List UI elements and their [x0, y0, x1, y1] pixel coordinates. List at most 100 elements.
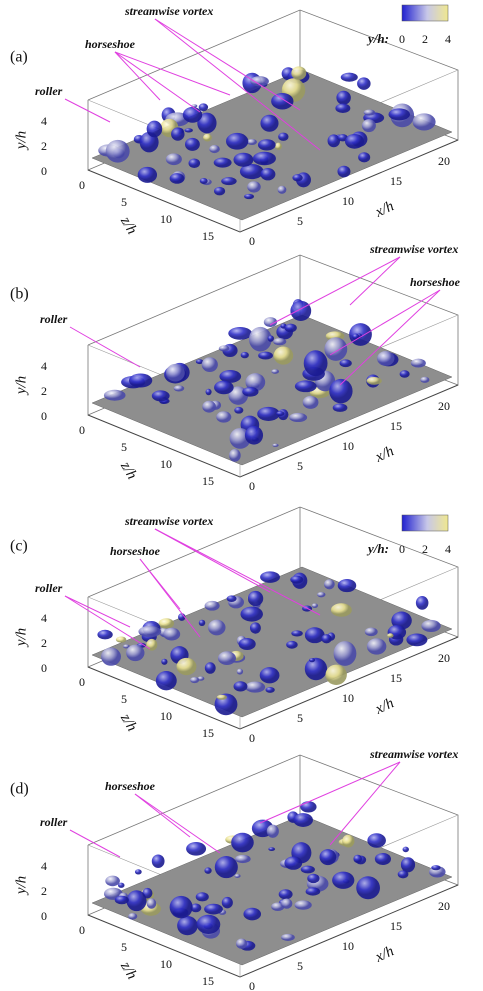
x-tick-label: 0	[249, 979, 255, 991]
vortex-blob	[286, 640, 298, 649]
vortex-blob	[240, 351, 249, 359]
annotation: horseshoe	[410, 275, 461, 289]
vortex-blob	[290, 300, 312, 321]
y-tick-label: 2	[41, 636, 47, 650]
vortex-blob	[231, 832, 254, 853]
x-tick-label: 15	[390, 174, 402, 188]
vortex-blob	[209, 145, 220, 154]
z-tick-label: 15	[202, 726, 214, 740]
vortex-blob	[204, 903, 223, 915]
leader-line	[349, 256, 401, 306]
vortex-blob	[240, 606, 263, 622]
vortex-blob	[169, 895, 193, 919]
vortex-blob	[311, 603, 319, 609]
leader-line	[114, 51, 231, 96]
vortex-blob	[229, 449, 241, 462]
x-tick-label: 20	[438, 651, 450, 665]
z-tick-label: 10	[160, 709, 172, 723]
vortex-blob	[278, 889, 293, 900]
vortex-blob	[204, 662, 216, 674]
vortex-blob	[363, 109, 376, 116]
annotation: streamwise vortex	[124, 514, 213, 528]
vortex-blob	[374, 853, 392, 865]
z-tick-label: 5	[121, 692, 127, 706]
leader-line	[139, 558, 201, 638]
vortex-blob	[114, 895, 129, 905]
vortex-blob	[277, 185, 287, 194]
x-axis-label: x/h	[372, 198, 396, 221]
vortex-blob	[201, 357, 218, 373]
vortex-blob	[188, 158, 201, 168]
vortex-blob	[327, 134, 341, 148]
annotation: horseshoe	[105, 779, 156, 793]
vortex-blob	[402, 846, 409, 853]
colorbar-tick: 0	[399, 542, 405, 556]
vortex-blob	[325, 664, 347, 685]
vortex-blob	[431, 865, 441, 871]
annotation: roller	[35, 84, 63, 98]
vortex-blob	[344, 133, 365, 149]
vortex-blob	[249, 622, 261, 634]
vortex-blob	[243, 907, 262, 921]
vortex-blob	[309, 658, 316, 663]
leader-line	[114, 51, 201, 113]
vortex-blob	[271, 902, 285, 912]
vortex-blob	[317, 591, 326, 598]
vortex-blob	[321, 634, 332, 644]
panel-label: (b)	[10, 286, 29, 303]
vortex-blob	[281, 933, 295, 941]
vortex-blob	[342, 834, 355, 848]
colorbar-label: y/h:	[366, 541, 389, 556]
vortex-blob	[244, 193, 255, 200]
panel: y/h024z/h051015x/h05101520(a)streamwise …	[10, 4, 459, 248]
vortex-blob	[257, 139, 276, 151]
vortex-blob	[165, 153, 182, 166]
vortex-blob	[399, 370, 410, 378]
vortex-blob	[273, 346, 294, 365]
vortex-blob	[263, 317, 278, 328]
vortex-blob	[274, 142, 282, 151]
x-tick-label: 20	[438, 399, 450, 413]
vortex-blob	[281, 898, 293, 909]
colorbar-tick: 0	[399, 32, 405, 46]
leader-line	[154, 18, 301, 111]
vortex-blob	[225, 132, 249, 150]
z-axis-label: z/h	[117, 710, 140, 734]
vortex-blob	[236, 938, 248, 949]
x-axis-label: x/h	[372, 443, 396, 466]
annotation: roller	[40, 815, 68, 829]
x-tick-label: 20	[438, 154, 450, 168]
colorbar	[401, 4, 449, 22]
vortex-blob	[198, 103, 209, 112]
z-tick-label: 10	[160, 457, 172, 471]
vortex-blob	[186, 842, 207, 856]
vortex-blob	[184, 137, 200, 151]
vortex-blob	[406, 633, 428, 647]
y-tick-label: 4	[41, 859, 47, 873]
vortex-blob	[176, 657, 197, 676]
x-tick-label: 20	[438, 899, 450, 913]
vortex-blob	[333, 641, 357, 666]
leader-line	[64, 595, 131, 628]
leader-line	[64, 595, 151, 650]
vortex-blob	[273, 337, 287, 346]
vortex-blob	[291, 66, 307, 80]
vortex-blob	[217, 651, 236, 666]
vortex-blob	[330, 603, 352, 617]
x-tick-label: 15	[390, 671, 402, 685]
vortex-blob	[272, 443, 279, 447]
y-axis-label: y/h	[13, 876, 29, 896]
vortex-blob	[284, 856, 303, 870]
vortex-blob	[332, 871, 355, 889]
vortex-blob	[290, 575, 304, 584]
leader-line	[154, 528, 321, 616]
vortex-blob	[247, 181, 261, 193]
vortex-blob	[245, 681, 266, 693]
vortex-blob	[353, 854, 363, 864]
vortex-blob	[173, 385, 185, 392]
x-tick-label: 5	[297, 214, 303, 228]
vortex-blob	[271, 369, 280, 374]
vortex-blob	[293, 813, 313, 827]
x-tick-label: 5	[297, 711, 303, 725]
